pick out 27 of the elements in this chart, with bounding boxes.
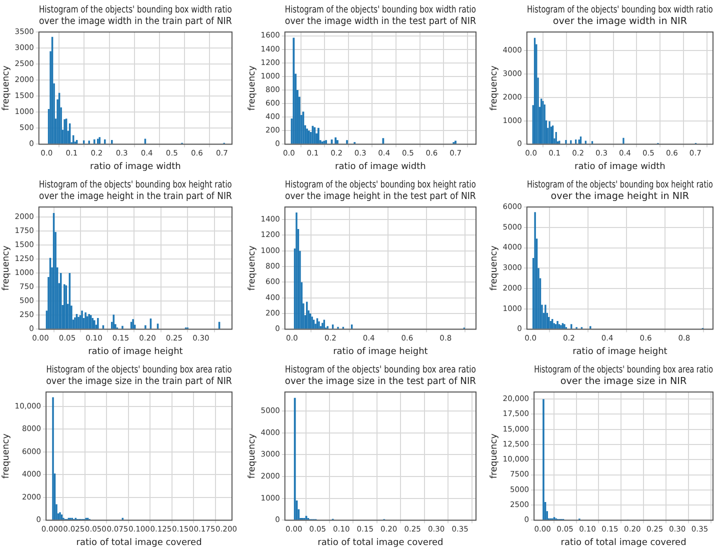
chart-title: Histogram of the objects' bounding box width ratio over the image width in the test part of NIR xyxy=(284,4,477,27)
x-axis-title: ratio of image height xyxy=(88,346,184,357)
x-axis-title: ratio of image width xyxy=(90,162,181,172)
y-axis-title: frequency xyxy=(2,244,12,291)
x-axis-title: ratio of total image covered xyxy=(318,538,444,548)
y-axis-title: frequency xyxy=(248,244,258,291)
chart-title: Histogram of the objects' bounding box height ratio over the image height in NIR xyxy=(526,178,713,202)
x-axis-title: ratio of image height xyxy=(333,346,428,357)
chart-title: Histogram of the objects' bounding box height ratio over the image height in the train part of NIR xyxy=(38,179,233,202)
chart-title: Histogram of the objects' bounding box height ratio over the image height in the test part of NIR xyxy=(284,179,477,202)
x-axis-title: ratio of total image covered xyxy=(560,538,686,548)
x-axis-title: ratio of image width xyxy=(574,162,666,172)
chart-title: Histogram of the objects' bounding box area ratio over the image size in NIR xyxy=(534,363,713,387)
chart-title: Histogram of the objects' bounding box width ratio over the image width in the train part of NIR xyxy=(38,4,233,27)
y-axis-title: frequency xyxy=(248,432,258,479)
chart-title: Histogram of the objects' bounding box area ratio over the image size in the test part of NIR xyxy=(284,364,476,387)
y-axis-title: frequency xyxy=(2,64,12,111)
x-axis-title: ratio of image height xyxy=(572,346,668,357)
chart-title: Histogram of the objects' bounding box area ratio over the image size in the train part of NIR xyxy=(46,364,233,387)
x-axis-title: ratio of image width xyxy=(335,162,426,172)
x-axis-title: ratio of total image covered xyxy=(76,538,202,548)
chart-title: Histogram of the objects' bounding box width ratio over the image width in NIR xyxy=(527,4,713,27)
y-axis-title: frequency xyxy=(490,64,500,111)
y-axis-title: frequency xyxy=(2,432,12,479)
y-axis-title: frequency xyxy=(490,432,500,479)
y-axis-title: frequency xyxy=(248,64,258,111)
y-axis-title: frequency xyxy=(490,244,500,291)
